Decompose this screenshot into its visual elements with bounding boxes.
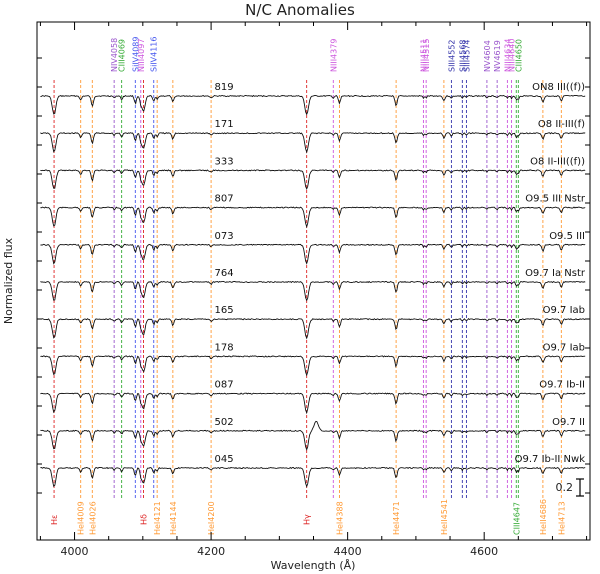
series-sptype-label: O9.7 Iab: [543, 305, 585, 316]
line-label-top: NIII4634: [503, 39, 512, 72]
line-label-hydrogen: Hε: [50, 515, 59, 525]
y-axis: [37, 57, 590, 494]
line-label-top: SIII4552: [447, 39, 456, 72]
line-label-helium: HeI4026: [88, 501, 97, 535]
line-label-top: SiIV4116: [150, 37, 159, 73]
spectrum-178: [40, 355, 586, 377]
series-id-label: 819: [215, 82, 234, 93]
line-label-top: NIII4511: [419, 39, 428, 72]
series-sptype-label: O9.5 III: [549, 231, 585, 242]
x-tick-label: 4400: [334, 545, 362, 558]
line-label-helium: HeI4121: [153, 501, 162, 535]
series-sptype-label: O9.7 II: [552, 417, 585, 428]
spectrum-165: [40, 318, 586, 340]
line-label-helium: HeI4713: [557, 501, 566, 535]
series-id-label: 333: [215, 156, 234, 167]
series-sptype-label: O9.7 Ia Nstr: [525, 268, 586, 279]
line-label-top: NIV4058: [110, 38, 119, 72]
line-label-helium: HeI4144: [169, 501, 178, 535]
series-id-label: 045: [215, 454, 234, 465]
spectrum-819: [40, 94, 586, 116]
line-label-top: NIII4515: [422, 39, 431, 72]
line-label-helium: HeI4471: [392, 501, 401, 535]
spectrum-087: [40, 392, 586, 415]
chart-title: N/C Anomalies: [245, 1, 355, 19]
line-label-helium: HeI4009: [77, 501, 86, 535]
line-label-top: NV4604: [483, 40, 492, 72]
x-axis-label: Wavelength (Å): [271, 559, 356, 572]
series-id-label: 087: [215, 380, 234, 391]
series-id-label: 807: [215, 194, 234, 205]
series-id-label: 171: [215, 119, 234, 130]
scale-bar-label: 0.2: [556, 481, 574, 494]
series-sptype-label: O8 II-III(f): [538, 119, 585, 130]
spectrum-171: [40, 132, 586, 154]
series-id-label: 502: [215, 417, 234, 428]
line-label-top: SiIV4089: [131, 37, 140, 73]
line-label-carbon: CIII4647: [512, 502, 521, 535]
x-tick-label: 4200: [197, 545, 225, 558]
line-markers: [53, 80, 562, 500]
line-label-helium: HeII4686: [539, 499, 548, 535]
series-sptype-label: O9.7 Ib-II: [539, 380, 585, 391]
x-axis: 4000 4200 4400 4600: [39, 22, 588, 558]
line-label-top: SIII4574: [462, 39, 471, 72]
scale-bar: 0.2: [556, 478, 584, 497]
series-id-label: 073: [215, 231, 234, 242]
line-label-top: SIII4568: [458, 39, 467, 72]
line-label-helium: HeII4541: [440, 499, 449, 535]
line-label-top: NV4619: [493, 40, 502, 72]
series-sptype-label: O8 II-III((f)): [530, 156, 585, 167]
labels-group: 819 ON8 III((f)) 171 O8 II-III(f) 333 O8 II-I…: [50, 37, 586, 536]
y-axis-label: Normalized flux: [2, 237, 15, 324]
series-id-label: 178: [215, 342, 234, 353]
x-tick-label: 4600: [470, 545, 498, 558]
spectrum-502: [40, 420, 586, 451]
x-tick-label: 4000: [61, 545, 89, 558]
line-label-hydrogen: Hγ: [303, 514, 312, 525]
line-label-helium: HeI4200: [207, 501, 216, 535]
line-label-top: CIII4650: [514, 39, 523, 72]
spectrum-045: [40, 466, 586, 488]
line-label-hydrogen: Hδ: [140, 514, 149, 525]
line-label-helium: HeI4388: [335, 501, 344, 535]
line-label-top: NIII4097: [137, 39, 146, 72]
line-label-top: NIII4640: [508, 39, 517, 72]
series-sptype-label: O9.7 Ib-II Nwk: [515, 454, 586, 465]
spectrum-807: [40, 206, 586, 229]
spectrum-333: [40, 169, 586, 191]
spectrum-073: [40, 243, 586, 265]
line-label-top: NIII4379: [329, 39, 338, 72]
spectra-group: [40, 94, 586, 488]
series-sptype-label: ON8 III((f)): [532, 82, 585, 93]
line-label-top: CIII4069: [118, 39, 127, 72]
series-sptype-label: O9.7 Iab: [543, 342, 585, 353]
spectrum-764: [40, 280, 586, 302]
series-id-label: 165: [215, 305, 234, 316]
series-id-label: 764: [215, 268, 234, 279]
series-sptype-label: O9.5 III Nstr: [525, 194, 586, 205]
